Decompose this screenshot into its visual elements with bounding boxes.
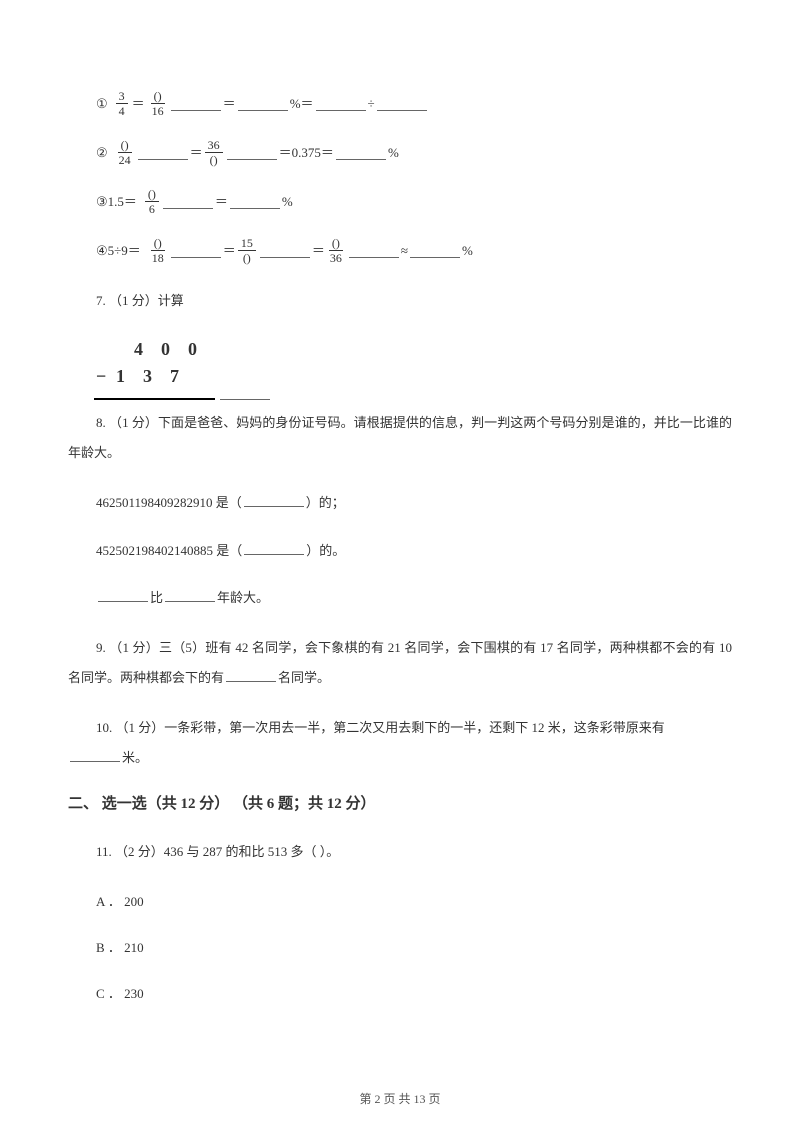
circled-2: ② <box>96 143 108 163</box>
fraction-paren-18: () 18 <box>149 237 167 264</box>
blank-input[interactable] <box>244 493 304 507</box>
fraction-paren-36: () 36 <box>327 237 345 264</box>
blank-input[interactable] <box>98 588 148 602</box>
q10: 10. （1 分）一条彩带，第一次用去一半，第二次又用去剩下的一半，还剩下 12… <box>68 713 732 773</box>
circled-3-prefix: ③1.5＝ <box>96 192 137 212</box>
circled-4-prefix: ④5÷9＝ <box>96 241 141 261</box>
subtraction-bottom: 137 <box>116 366 197 386</box>
fraction-15-paren: 15 () <box>238 237 256 264</box>
q8-id2: 452502198402140885 是（）的。 <box>68 536 732 566</box>
q6-line4: ④5÷9＝ () 18 ＝ 15 () ＝ () 36 ≈ % <box>68 237 732 264</box>
blank-input[interactable] <box>230 195 280 209</box>
q9: 9. （1 分）三（5）班有 42 名同学，会下象棋的有 21 名同学，会下围棋… <box>68 633 732 693</box>
fraction-paren-16: () 16 <box>149 90 167 117</box>
subtraction-top: 400 <box>116 336 215 363</box>
blank-input[interactable] <box>171 97 221 111</box>
blank-input[interactable] <box>163 195 213 209</box>
blank-input[interactable] <box>227 146 277 160</box>
q11-option-a[interactable]: A ． 200 <box>68 887 732 917</box>
fraction-paren-24: () 24 <box>116 139 134 166</box>
blank-input[interactable] <box>138 146 188 160</box>
blank-input[interactable] <box>410 244 460 258</box>
blank-input[interactable] <box>226 668 276 682</box>
q11-option-c[interactable]: C ． 230 <box>68 979 732 1009</box>
blank-input[interactable] <box>244 541 304 555</box>
q11-option-b[interactable]: B ． 210 <box>68 933 732 963</box>
q6-line2: ② () 24 ＝ 36 () ＝0.375＝ % <box>68 139 732 166</box>
subtraction-problem: 400 − 137 <box>94 336 215 400</box>
fraction-paren-6: () 6 <box>145 188 159 215</box>
blank-input[interactable] <box>220 386 270 400</box>
q8-compare: 比年龄大。 <box>68 583 732 613</box>
q6-line1: ① 3 4 ＝ () 16 ＝ %＝ ÷ <box>68 90 732 117</box>
q8-label: 8. （1 分）下面是爸爸、妈妈的身份证号码。请根据提供的信息，判一判这两个号码… <box>68 408 732 468</box>
circled-1: ① <box>96 94 108 114</box>
q7-label: 7. （1 分）计算 <box>68 286 732 316</box>
fraction-3-4: 3 4 <box>116 90 128 117</box>
blank-input[interactable] <box>349 244 399 258</box>
q6-line3: ③1.5＝ () 6 ＝ % <box>68 188 732 215</box>
blank-input[interactable] <box>316 97 366 111</box>
section-2-heading: 二、 选一选（共 12 分） （共 6 题；共 12 分） <box>68 793 732 816</box>
blank-input[interactable] <box>336 146 386 160</box>
blank-input[interactable] <box>171 244 221 258</box>
blank-input[interactable] <box>165 588 215 602</box>
fraction-36-paren: 36 () <box>205 139 223 166</box>
q11-label: 11. （2 分）436 与 287 的和比 513 多（ ）。 <box>68 837 732 867</box>
q8-id1: 462501198409282910 是（）的； <box>68 488 732 518</box>
blank-input[interactable] <box>260 244 310 258</box>
page-footer: 第 2 页 共 13 页 <box>0 1090 800 1108</box>
blank-input[interactable] <box>238 97 288 111</box>
blank-input[interactable] <box>377 97 427 111</box>
blank-input[interactable] <box>70 748 120 762</box>
